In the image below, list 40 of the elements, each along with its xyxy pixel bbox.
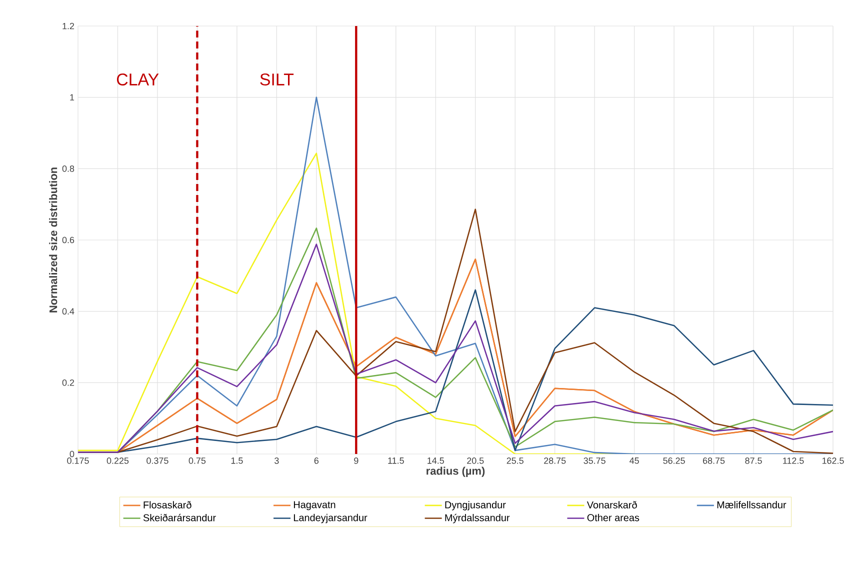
x-tick-label: 35.75 bbox=[584, 458, 606, 464]
legend-label: Landeyjarsandur bbox=[294, 514, 368, 524]
legend-label: Flosaskarð bbox=[144, 500, 192, 508]
x-tick-label: 87.5 bbox=[745, 458, 762, 464]
legend-label: Mýrdalssandur bbox=[445, 514, 510, 524]
legend-label: Mælifellssandur bbox=[717, 501, 786, 508]
x-tick-label: 45 bbox=[630, 458, 639, 464]
x-tick-label: 68.75 bbox=[703, 458, 725, 464]
y-tick-label: 0.6 bbox=[62, 236, 74, 244]
y-tick-label: 0.8 bbox=[62, 165, 74, 172]
x-tick-label: 0.225 bbox=[106, 458, 129, 464]
x-tick-label: 28.75 bbox=[544, 458, 566, 464]
legend-label: Vonarskarð bbox=[586, 500, 637, 508]
x-tick-label: 3 bbox=[274, 458, 279, 464]
x-tick-label: 20.5 bbox=[467, 458, 484, 464]
x-tick-label: 112.5 bbox=[783, 458, 804, 464]
x-tick-label: 25.5 bbox=[506, 458, 524, 464]
ref-line-label: CLAY bbox=[116, 73, 159, 86]
x-tick-label: 0.175 bbox=[67, 458, 89, 464]
x-tick-label: 162.5 bbox=[822, 458, 844, 464]
legend-label: Dyngjusandur bbox=[445, 501, 506, 510]
x-tick-label: 11.5 bbox=[388, 458, 404, 464]
legend-label: Other areas bbox=[587, 514, 640, 522]
legend-label: Hagavatn bbox=[294, 501, 336, 510]
y-axis-title: Normalized size distribution bbox=[49, 168, 58, 312]
x-axis-title: radius (µm) bbox=[426, 466, 485, 477]
x-tick-label: 1.5 bbox=[231, 458, 243, 464]
legend-label: Skeiðarársandur bbox=[143, 514, 216, 522]
x-tick-label: 9 bbox=[354, 458, 358, 464]
y-tick-label: 0.2 bbox=[62, 379, 74, 386]
x-tick-label: 56.25 bbox=[663, 458, 685, 464]
y-tick-label: 0 bbox=[70, 450, 74, 458]
x-tick-label: 0.375 bbox=[146, 458, 168, 464]
y-tick-label: 0.4 bbox=[62, 308, 74, 315]
x-tick-label: 14.5 bbox=[428, 458, 444, 464]
y-tick-label: 1.2 bbox=[62, 22, 74, 30]
x-tick-label: 6 bbox=[314, 458, 319, 464]
y-tick-label: 1 bbox=[70, 94, 74, 100]
x-tick-label: 0.75 bbox=[188, 458, 206, 464]
ref-line-label: SILT bbox=[260, 73, 294, 86]
